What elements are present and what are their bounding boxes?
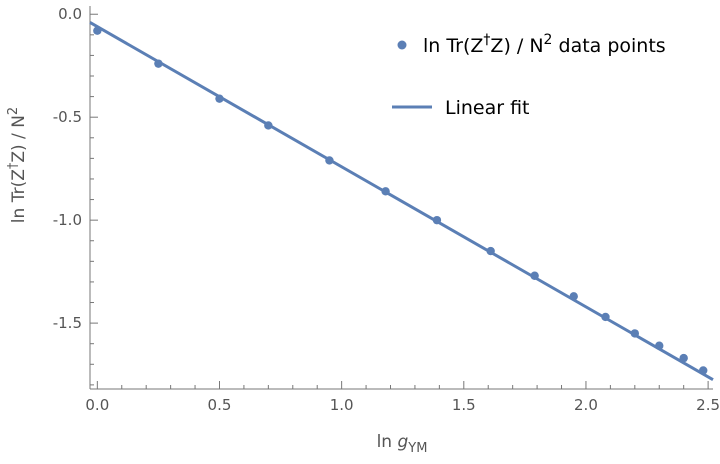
- data-point: [325, 156, 334, 165]
- data-point: [486, 246, 495, 256]
- y-tick-label: 0.0: [58, 5, 82, 23]
- legend-label-points: ln Tr(Z†Z) / N2 data points: [423, 32, 666, 57]
- y-axis-title-main: ln Tr(Z: [9, 169, 29, 223]
- data-point: [264, 121, 273, 130]
- x-axis-title-prefix: ln: [377, 432, 398, 452]
- y-axis-title-sup: †: [6, 162, 21, 169]
- data-point: [699, 366, 708, 375]
- x-tick-label: 0.0: [85, 396, 109, 414]
- legend-points-pow: 2: [544, 32, 553, 48]
- ticks: 0.0 0.5 1.0 1.5 2.0 2.5 0.0 -0.5 -1.0 -1.5: [53, 5, 720, 414]
- data-point: [569, 292, 578, 301]
- linear-fit-line: [89, 21, 714, 382]
- data-point: [154, 59, 163, 68]
- data-point: [630, 329, 640, 338]
- y-axis-title-pow: 2: [6, 107, 21, 115]
- x-tick-label: 0.5: [208, 396, 232, 414]
- legend-label-fit: Linear fit: [445, 97, 530, 119]
- x-tick-label: 1.5: [452, 396, 476, 414]
- y-tick-label: -0.5: [53, 108, 82, 126]
- y-axis-title-rest: Z) / N: [9, 115, 29, 163]
- y-tick-label: -1.0: [53, 211, 82, 229]
- data-point: [655, 341, 664, 350]
- x-axis-title: ln gYM: [377, 432, 428, 456]
- axes: [89, 6, 713, 390]
- y-tick-label: -1.5: [53, 314, 82, 332]
- data-point: [530, 271, 539, 280]
- data-point: [381, 187, 390, 196]
- x-axis-title-var: g: [397, 432, 408, 452]
- x-tick-label: 2.5: [696, 396, 720, 414]
- fit-line-group: [89, 21, 714, 382]
- y-axis-title: ln Tr(Z†Z) / N2: [6, 107, 29, 223]
- legend-marker-points: [397, 40, 407, 50]
- legend-points-main: ln Tr(Z: [423, 35, 483, 57]
- x-tick-label: 1.0: [330, 396, 354, 414]
- x-axis-title-sub: YM: [407, 441, 427, 456]
- data-points-group: [93, 26, 708, 375]
- data-point: [215, 94, 224, 103]
- legend-points-sup: †: [483, 32, 490, 48]
- data-point: [93, 26, 102, 35]
- x-tick-label: 2.0: [574, 396, 598, 414]
- data-point: [679, 353, 688, 363]
- legend: ln Tr(Z†Z) / N2 data points Linear fit: [392, 32, 666, 119]
- legend-points-rest: Z) / N: [490, 35, 543, 57]
- legend-points-tail: data points: [552, 35, 665, 57]
- data-point: [601, 312, 610, 322]
- data-point: [432, 215, 442, 225]
